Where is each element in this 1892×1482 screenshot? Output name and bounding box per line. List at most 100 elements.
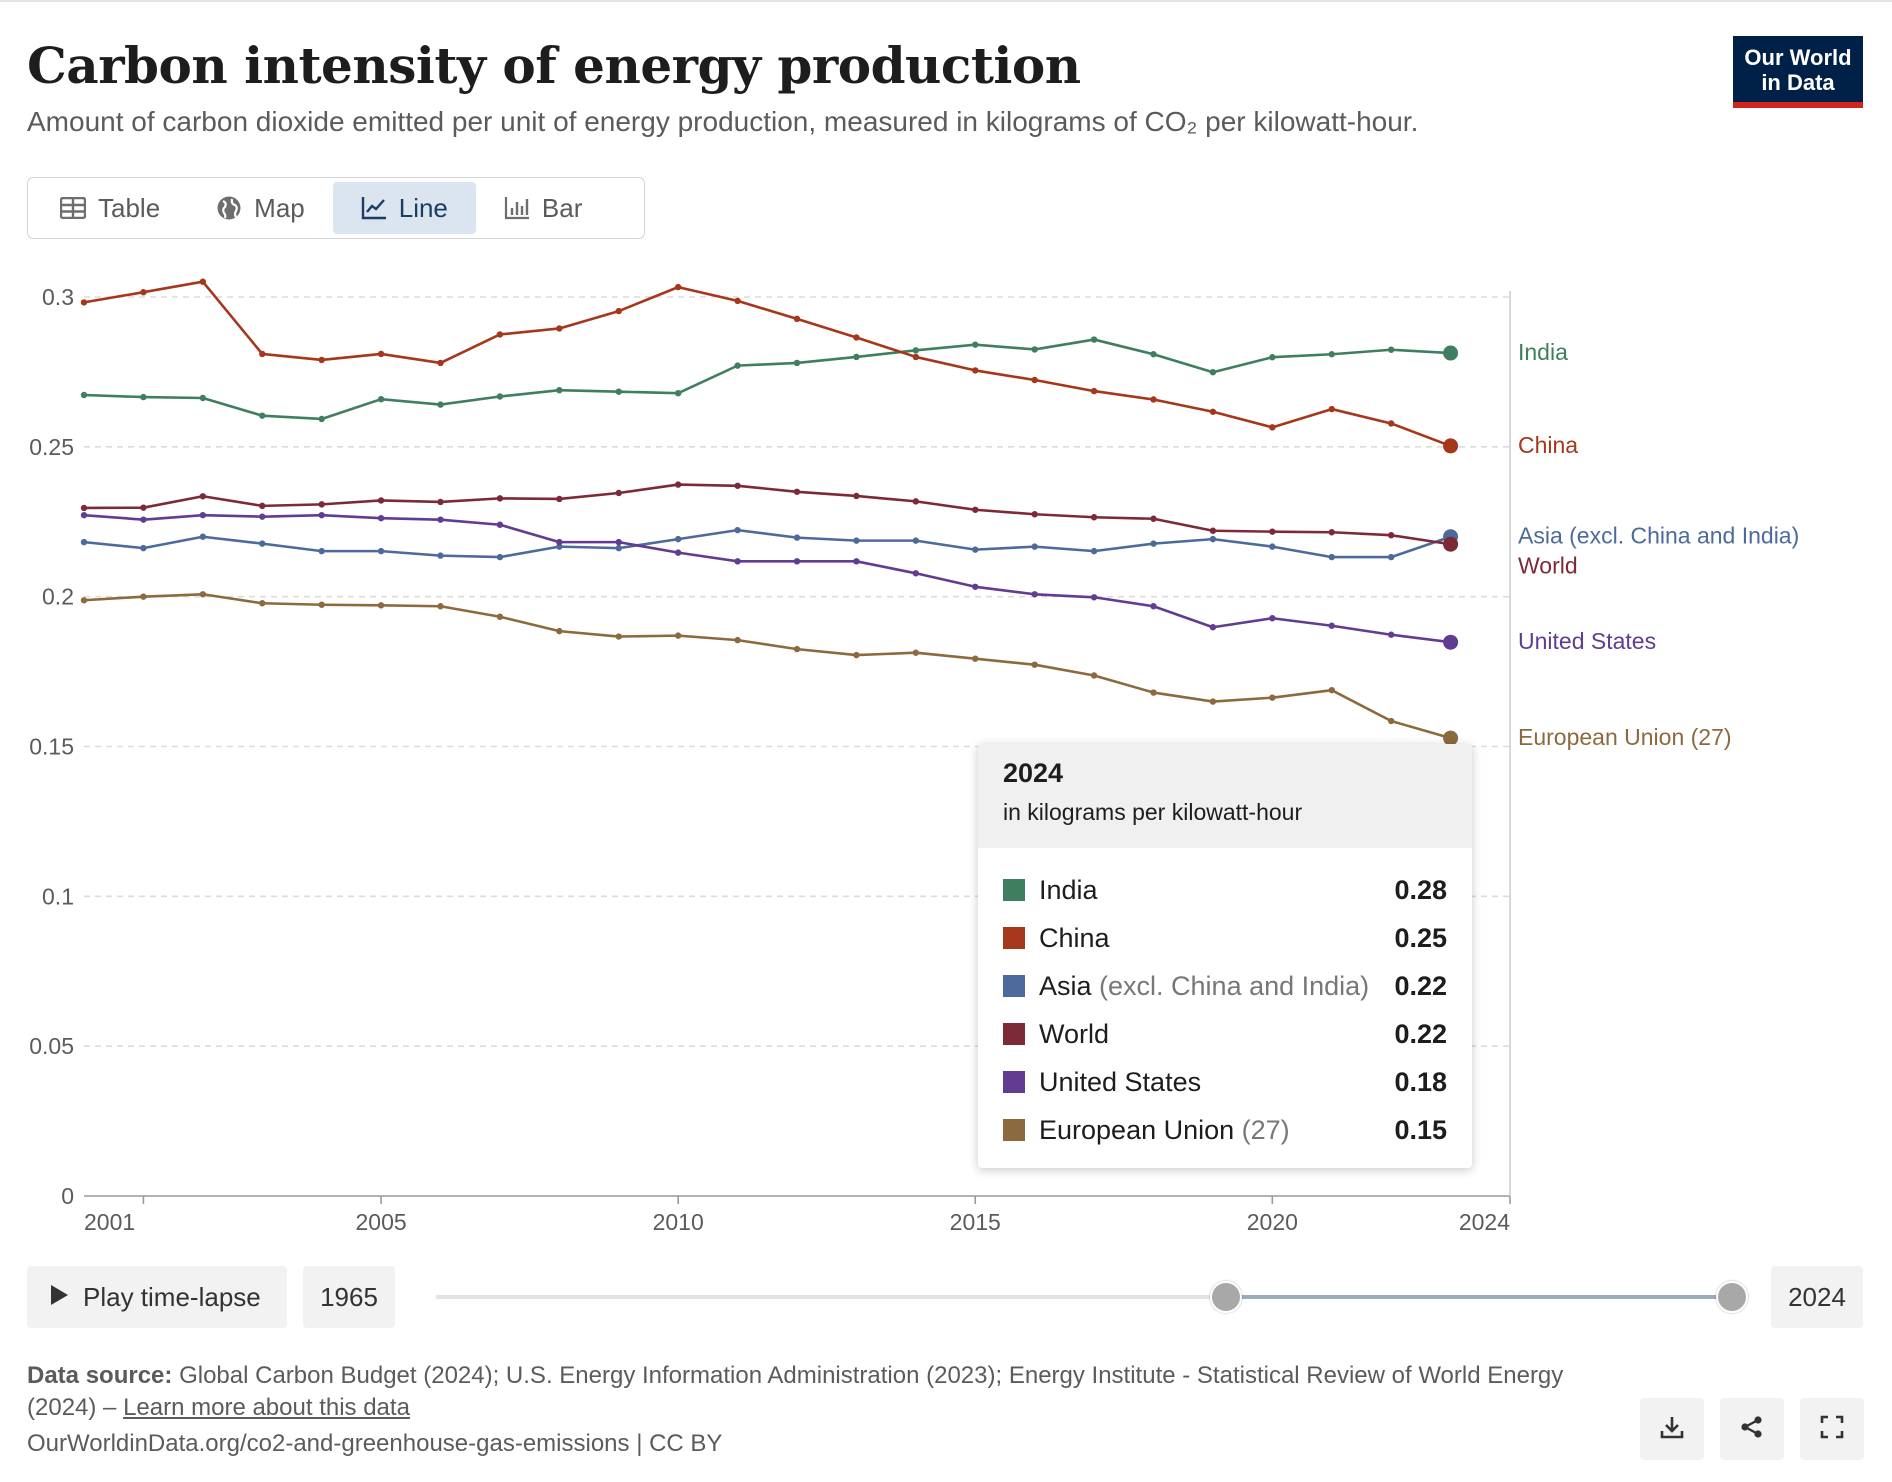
- timeline-selected-range: [1226, 1295, 1732, 1299]
- data-point: [1328, 529, 1335, 536]
- series-end-label: European Union (27): [1518, 724, 1732, 750]
- data-point: [1209, 624, 1217, 631]
- data-point: [199, 278, 207, 285]
- learn-more-link[interactable]: Learn more about this data: [123, 1394, 410, 1421]
- tab-line[interactable]: Line: [332, 182, 476, 234]
- tab-table[interactable]: Table: [32, 182, 188, 234]
- data-point: [793, 359, 801, 367]
- data-point: [1031, 511, 1038, 518]
- data-point: [437, 516, 444, 523]
- data-point: [615, 544, 622, 552]
- data-point: [437, 498, 444, 506]
- data-point: [318, 356, 325, 364]
- tooltip-unit: in kilograms per kilowatt-hour: [1003, 799, 1303, 825]
- data-point: [496, 495, 504, 502]
- data-point: [1031, 346, 1038, 353]
- x-tick-label: 2020: [1247, 1209, 1298, 1235]
- data-point: [1031, 591, 1038, 598]
- data-point: [674, 549, 682, 556]
- series-line: [83, 280, 1452, 448]
- series-end-point: [1443, 438, 1459, 454]
- data-point: [377, 395, 385, 403]
- data-point: [853, 558, 860, 565]
- data-point: [853, 353, 860, 361]
- data-point: [437, 603, 444, 610]
- y-tick-label: 0.15: [29, 734, 74, 760]
- fullscreen-button[interactable]: [1800, 1398, 1864, 1460]
- tooltip-entity-name: India: [1039, 874, 1098, 905]
- timeline-start-handle[interactable]: [1210, 1281, 1242, 1313]
- data-point: [199, 394, 207, 402]
- tooltip-entity-qualifier: (excl. China and India): [1091, 970, 1370, 1001]
- data-point: [793, 488, 801, 495]
- data-point: [318, 501, 325, 508]
- tooltip-row: China 0.25: [1003, 914, 1447, 962]
- data-point: [496, 613, 504, 620]
- data-point: [793, 534, 801, 541]
- data-point: [1150, 540, 1157, 547]
- data-point: [140, 544, 147, 552]
- logo-line-2: in Data: [1761, 70, 1835, 95]
- y-tick-label: 0: [61, 1183, 74, 1209]
- chart-subtitle: Amount of carbon dioxide emitted per uni…: [27, 106, 1419, 137]
- timeline-track[interactable]: [436, 1295, 1732, 1299]
- data-point: [615, 538, 622, 546]
- data-point: [912, 353, 920, 361]
- data-point: [615, 489, 622, 497]
- tooltip-entity-name: China: [1039, 922, 1110, 953]
- y-tick-label: 0.25: [29, 434, 74, 460]
- top-divider: [0, 0, 1892, 2]
- data-point: [1209, 369, 1217, 376]
- tab-map-label: Map: [254, 192, 305, 223]
- data-point: [972, 583, 979, 590]
- data-point: [377, 350, 385, 358]
- timeline-end-handle[interactable]: [1716, 1281, 1748, 1313]
- tooltip-value: 0.28: [1394, 874, 1447, 905]
- timeline-start-year[interactable]: 1965: [303, 1266, 395, 1328]
- data-point: [377, 497, 385, 504]
- data-point: [615, 307, 622, 315]
- data-point: [437, 359, 444, 367]
- data-point: [1150, 603, 1157, 610]
- timeline-end-year[interactable]: 2024: [1771, 1266, 1863, 1328]
- data-point: [1209, 408, 1217, 415]
- owid-logo[interactable]: Our World in Data: [1733, 36, 1863, 108]
- tooltip-entity-qualifier: (27): [1234, 1114, 1290, 1145]
- data-point: [1150, 396, 1157, 403]
- series-end-label: China: [1518, 432, 1578, 458]
- data-point: [674, 632, 682, 639]
- tab-bar-label: Bar: [541, 192, 583, 223]
- play-icon: [49, 1282, 69, 1313]
- data-point: [1031, 376, 1038, 384]
- data-point: [972, 341, 979, 348]
- share-button[interactable]: [1720, 1398, 1784, 1460]
- data-point: [259, 412, 266, 419]
- data-point: [793, 315, 801, 323]
- data-point: [1150, 689, 1157, 696]
- data-point: [556, 386, 563, 394]
- data-point: [1090, 594, 1098, 601]
- data-point: [1387, 553, 1395, 561]
- data-point: [734, 362, 741, 369]
- data-point: [1090, 547, 1098, 555]
- source-text: Global Carbon Budget (2024); U.S. Energy…: [27, 1362, 1564, 1421]
- data-point: [1269, 543, 1276, 550]
- y-tick-label: 0.3: [42, 284, 74, 310]
- data-point: [1328, 622, 1335, 629]
- tab-map[interactable]: Map: [188, 182, 333, 234]
- y-tick-label: 0.1: [42, 883, 74, 909]
- download-icon: [1659, 1414, 1685, 1445]
- download-button[interactable]: [1640, 1398, 1704, 1460]
- x-tick-label: 2024: [1459, 1209, 1510, 1235]
- tooltip-value: 0.22: [1394, 970, 1447, 1001]
- legend-swatch: [1003, 1023, 1025, 1045]
- tooltip-entity-name: United States: [1039, 1066, 1202, 1097]
- line-chart-icon: [361, 196, 387, 220]
- data-point: [734, 526, 741, 534]
- play-timelapse-button[interactable]: Play time-lapse: [27, 1266, 287, 1328]
- data-point: [1209, 535, 1217, 543]
- data-point: [1209, 698, 1217, 705]
- data-point: [140, 593, 147, 600]
- series-line: [83, 483, 1451, 546]
- tab-bar[interactable]: Bar: [476, 182, 610, 234]
